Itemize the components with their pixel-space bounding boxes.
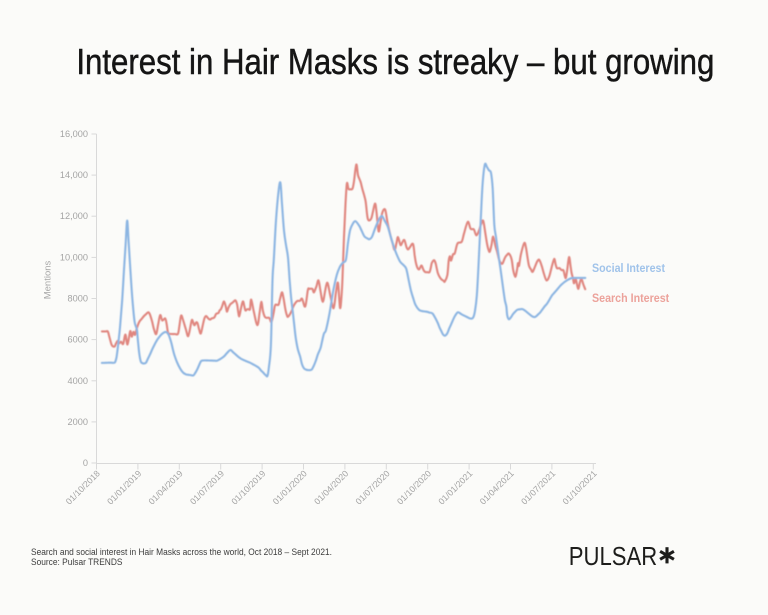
svg-text:01/10/2019: 01/10/2019 — [229, 468, 267, 506]
svg-text:01/01/2019: 01/01/2019 — [105, 468, 143, 506]
svg-text:01/10/2018: 01/10/2018 — [64, 468, 102, 506]
svg-text:2000: 2000 — [68, 417, 88, 427]
svg-text:6000: 6000 — [68, 335, 88, 345]
svg-text:01/04/2019: 01/04/2019 — [147, 468, 185, 506]
svg-text:8000: 8000 — [68, 294, 88, 304]
svg-text:01/07/2019: 01/07/2019 — [188, 468, 226, 506]
svg-text:01/04/2020: 01/04/2020 — [312, 468, 350, 506]
svg-text:10,000: 10,000 — [60, 252, 88, 262]
svg-text:Social Interest: Social Interest — [592, 263, 665, 275]
svg-text:12,000: 12,000 — [60, 211, 88, 221]
svg-text:16,000: 16,000 — [60, 129, 88, 139]
svg-text:01/01/2020: 01/01/2020 — [271, 468, 309, 506]
svg-text:01/04/2021: 01/04/2021 — [478, 468, 516, 506]
svg-text:14,000: 14,000 — [60, 170, 88, 180]
svg-text:Mentions: Mentions — [43, 260, 54, 299]
svg-text:PULSAR: PULSAR — [569, 542, 657, 571]
svg-text:0: 0 — [83, 458, 88, 468]
svg-text:01/01/2021: 01/01/2021 — [436, 468, 474, 506]
svg-text:01/10/2020: 01/10/2020 — [395, 468, 433, 506]
svg-text:4000: 4000 — [68, 376, 88, 386]
svg-text:01/10/2021: 01/10/2021 — [561, 468, 599, 506]
svg-text:Search Interest: Search Interest — [592, 293, 669, 305]
svg-text:01/07/2021: 01/07/2021 — [519, 468, 557, 506]
svg-text:01/07/2020: 01/07/2020 — [354, 468, 392, 506]
